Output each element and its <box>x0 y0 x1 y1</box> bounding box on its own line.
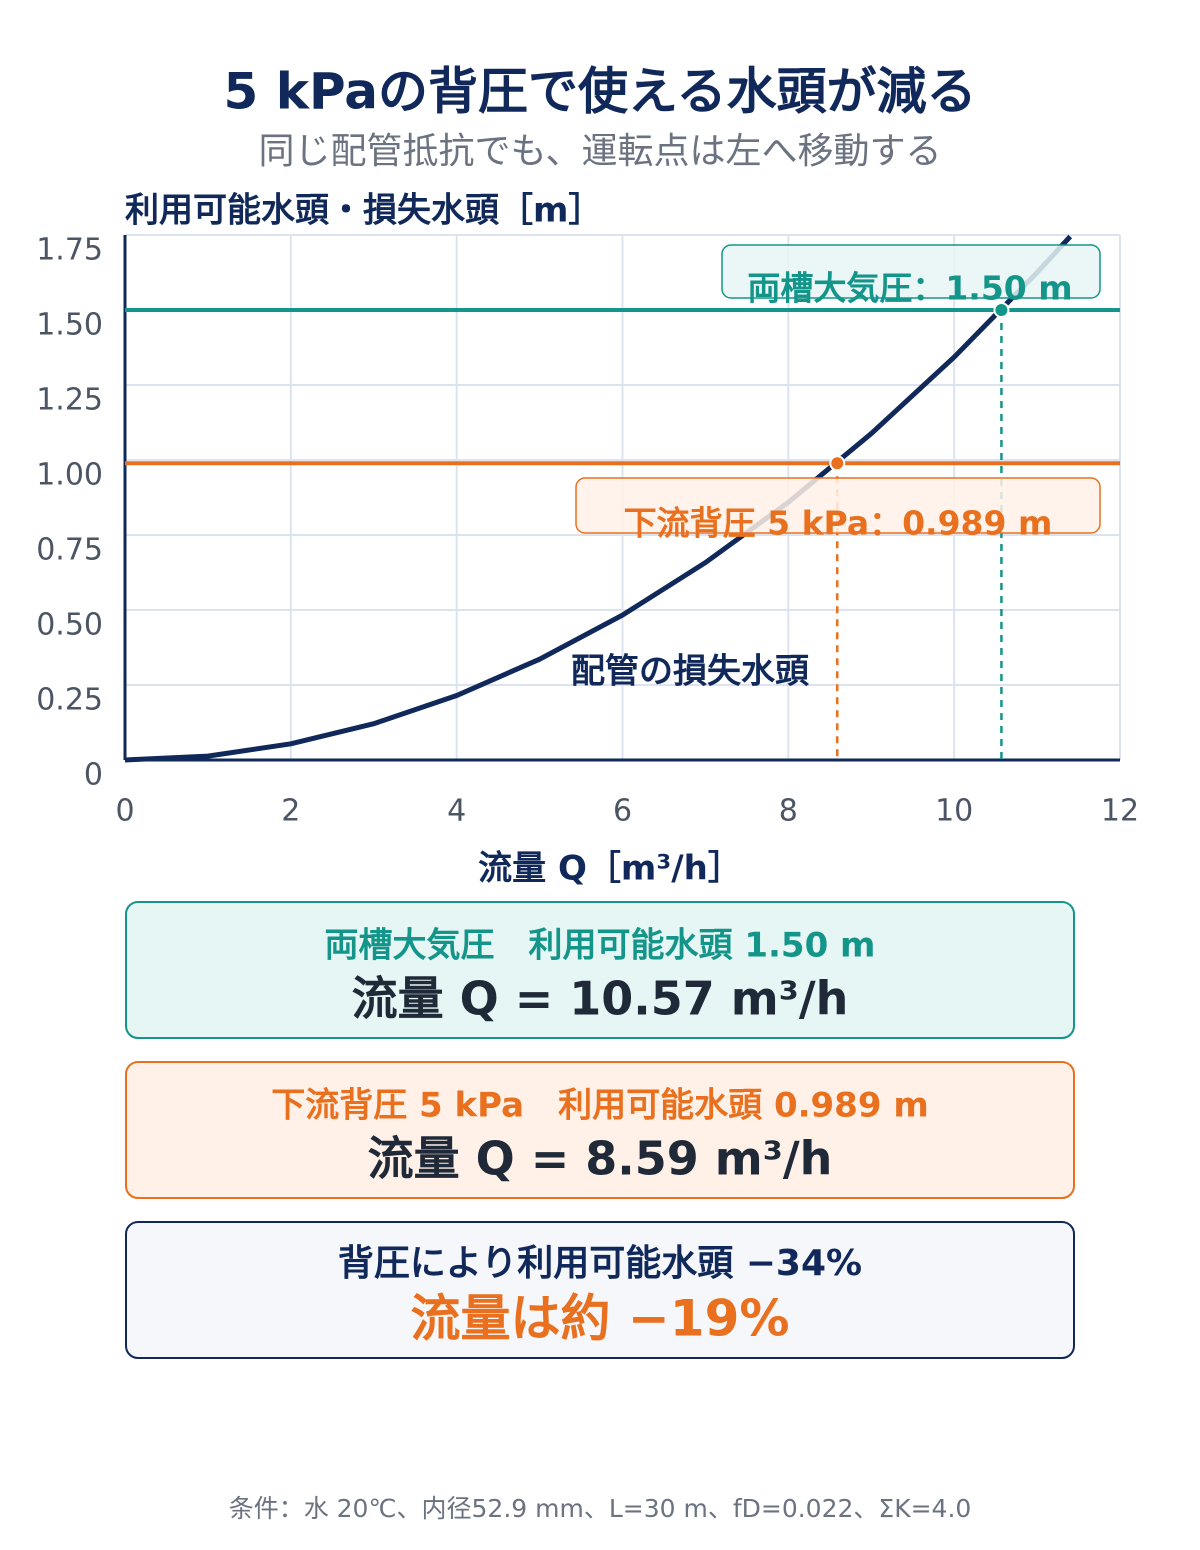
panel-result: 流量 Q = 8.59 m³/h <box>368 1132 833 1186</box>
x-tick-label: 12 <box>1101 794 1139 829</box>
x-tick-label: 0 <box>115 794 134 829</box>
y-tick-label: 1.00 <box>36 458 103 493</box>
x-tick-label: 6 <box>613 794 632 829</box>
summary-box <box>125 1221 1075 1359</box>
chart-title: 5 kPaの背圧で使える水頭が減る <box>224 63 977 121</box>
panel-box <box>125 1061 1075 1199</box>
y-tick-label: 0.25 <box>36 683 103 718</box>
summary-result: 流量は約 −19% <box>411 1290 790 1348</box>
y-tick-label: 0.50 <box>36 608 103 643</box>
y-tick-label: 1.25 <box>36 383 103 418</box>
panel-heading: 両槽大気圧 利用可能水頭 1.50 m <box>325 926 876 966</box>
y-axis-label: 利用可能水頭・損失水頭［m］ <box>125 191 602 231</box>
x-axis-label: 流量 Q［m³/h］ <box>478 849 742 889</box>
y-tick-label: 1.75 <box>36 233 103 268</box>
y-tick-label: 1.50 <box>36 308 103 343</box>
x-tick-label: 8 <box>779 794 798 829</box>
panel-heading: 下流背圧 5 kPa 利用可能水頭 0.989 m <box>271 1086 929 1126</box>
operating-point <box>829 455 846 472</box>
label-box <box>721 244 1101 299</box>
curve <box>124 234 1073 763</box>
x-tick-label: 2 <box>281 794 300 829</box>
summary-heading: 背圧により利用可能水頭 −34% <box>338 1243 862 1284</box>
chart-subtitle: 同じ配管抵抗でも、運転点は左へ移動する <box>259 131 942 172</box>
x-tick-label: 4 <box>447 794 466 829</box>
panel-box <box>125 901 1075 1039</box>
operating-point <box>993 302 1010 318</box>
curve-label: 配管の損失水頭 <box>571 652 810 692</box>
x-tick-label: 10 <box>935 794 973 829</box>
reference-label: 両槽大気圧：1.50 m <box>747 269 1072 308</box>
label-box <box>575 477 1101 534</box>
footnote: 条件：水 20℃、内径52.9 mm、L=30 m、fD=0.022、ΣK=4.… <box>229 1494 972 1523</box>
y-tick-label: 0 <box>84 758 103 793</box>
panel-result: 流量 Q = 10.57 m³/h <box>352 972 849 1026</box>
reference-label: 下流背圧 5 kPa：0.989 m <box>624 504 1053 543</box>
y-tick-label: 0.75 <box>36 533 103 568</box>
